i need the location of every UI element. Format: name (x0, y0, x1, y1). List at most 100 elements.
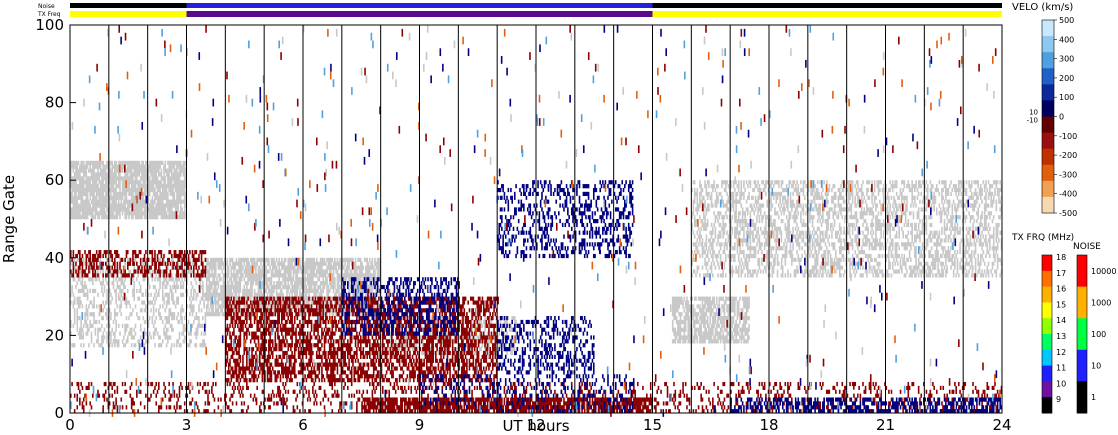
data-cell (208, 312, 211, 317)
data-cell (481, 323, 484, 328)
data-cell (141, 168, 143, 173)
data-cell (70, 323, 72, 328)
data-cell (102, 292, 104, 297)
data-cell (275, 269, 278, 274)
data-cell (130, 164, 133, 169)
data-cell (752, 238, 754, 243)
data-cell (753, 253, 756, 259)
data-cell (164, 211, 167, 216)
data-cell (226, 257, 229, 262)
data-cell (123, 184, 125, 189)
data-cell (211, 281, 213, 286)
data-cell (117, 203, 120, 208)
data-cell (708, 257, 710, 262)
data-cell (695, 296, 697, 301)
data-cell (81, 304, 84, 309)
data-cell (370, 288, 372, 294)
data-cell (214, 304, 217, 309)
data-cell (106, 164, 108, 169)
data-cell (84, 281, 86, 286)
data-cell (319, 269, 322, 274)
data-cell (80, 191, 82, 197)
data-cell (706, 253, 709, 259)
data-cell (511, 347, 513, 352)
data-cell (744, 323, 746, 328)
data-cell (84, 207, 86, 212)
data-cell (511, 327, 513, 332)
data-cell (168, 316, 170, 321)
data-cell (191, 323, 194, 328)
data-cell (286, 284, 288, 290)
data-cell (732, 300, 735, 305)
data-cell (182, 292, 185, 297)
data-cell (679, 312, 682, 317)
data-cell (148, 191, 151, 197)
data-cell (77, 215, 80, 220)
data-cell (124, 284, 126, 290)
data-cell (275, 296, 278, 301)
data-cell (326, 265, 328, 270)
data-cell (85, 168, 88, 173)
data-cell (699, 203, 701, 208)
data-cell (168, 199, 170, 204)
data-cell (472, 339, 475, 344)
data-cell (86, 203, 89, 208)
data-cell (191, 304, 194, 309)
data-cell (92, 164, 94, 169)
data-cell (125, 160, 128, 165)
data-cell (731, 195, 734, 200)
data-cell (173, 199, 176, 204)
data-cell (275, 292, 278, 297)
data-cell (229, 296, 231, 301)
data-cell (253, 261, 256, 266)
data-cell (93, 203, 95, 208)
data-cell (164, 187, 167, 193)
data-cell (271, 261, 274, 266)
data-cell (101, 180, 103, 185)
data-cell (152, 160, 155, 165)
data-cell (80, 207, 82, 212)
data-cell (405, 339, 407, 344)
data-cell (114, 203, 116, 208)
data-cell (73, 195, 76, 200)
data-cell (243, 261, 246, 266)
data-cell (717, 211, 719, 216)
data-cell (314, 288, 317, 294)
data-cell (159, 184, 161, 189)
data-cell (300, 277, 302, 282)
data-cell (741, 331, 744, 336)
data-cell (372, 284, 375, 290)
data-cell (251, 277, 253, 282)
data-cell (101, 284, 103, 290)
data-cell (731, 269, 734, 274)
data-cell (296, 265, 299, 270)
data-cell (680, 296, 683, 301)
data-cell (82, 292, 85, 297)
data-cell (343, 273, 345, 278)
data-cell (706, 304, 709, 309)
data-cell (687, 312, 690, 317)
data-cell (181, 184, 183, 189)
data-cell (119, 211, 121, 216)
data-cell (183, 327, 186, 332)
data-cell (125, 191, 128, 197)
data-cell (181, 284, 183, 290)
data-cell (283, 281, 286, 286)
data-cell (236, 269, 239, 274)
data-cell (349, 312, 352, 317)
data-cell (266, 257, 269, 262)
data-cell (94, 160, 97, 165)
data-cell (161, 304, 164, 309)
data-cell (700, 234, 702, 239)
data-cell (699, 215, 701, 220)
data-cell (262, 277, 265, 282)
data-cell (730, 184, 732, 189)
data-cell (743, 253, 745, 259)
data-cell (686, 296, 688, 301)
data-cell (86, 316, 89, 321)
data-cell (697, 242, 700, 247)
data-cell (172, 316, 174, 321)
data-cell (86, 288, 89, 294)
data-cell (260, 300, 262, 305)
data-cell (692, 242, 695, 247)
